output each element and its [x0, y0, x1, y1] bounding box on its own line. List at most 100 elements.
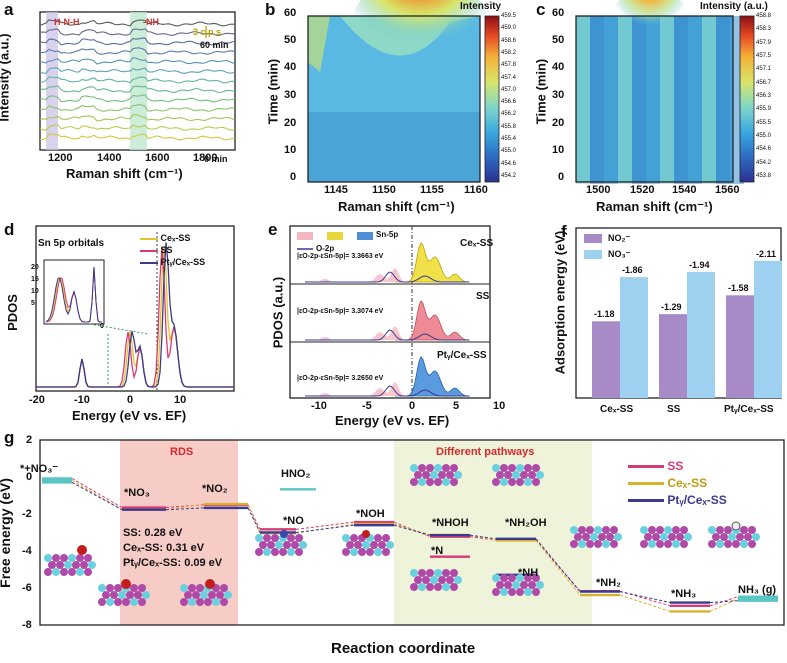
- heat-cell: [632, 172, 646, 178]
- heat-cell: [716, 178, 730, 184]
- slab-atom: [130, 584, 138, 592]
- pdos-fill-o: [305, 382, 412, 396]
- slab-atom: [594, 526, 602, 534]
- slab-atom: [648, 540, 656, 548]
- heat-cell: [730, 64, 744, 70]
- heat-cell: [716, 172, 730, 178]
- a-ylabel: Intensity (a.u.): [0, 33, 12, 122]
- bar-value-label: -1.86: [622, 265, 643, 276]
- heat-cell: [702, 154, 716, 160]
- d-xtick: -20: [29, 394, 45, 406]
- rds-val-ss: SS: 0.28 eV: [123, 527, 183, 539]
- spectrum-line: [39, 19, 236, 27]
- heat-cell: [660, 70, 674, 76]
- slab-atom: [598, 533, 606, 541]
- heat-cell: [688, 88, 702, 94]
- energy-connector: [247, 507, 261, 533]
- g-ytick: 2: [26, 434, 33, 446]
- heat-cell: [660, 94, 674, 100]
- heat-cell: [702, 22, 716, 28]
- slab-atom: [524, 464, 532, 472]
- cbar-tick: 457.1: [756, 66, 772, 73]
- slab-atom: [664, 526, 672, 534]
- slab-atom: [422, 471, 430, 479]
- heat-cell: [702, 142, 716, 148]
- d-xtick: 10: [174, 394, 187, 406]
- heat-cell: [660, 172, 674, 178]
- a-xtick: 1200: [48, 152, 73, 164]
- heat-cell: [646, 76, 660, 82]
- slab-atom: [532, 574, 540, 582]
- slab-atom: [610, 540, 618, 548]
- time-top: 60 min: [200, 40, 229, 50]
- heat-cell: [590, 76, 604, 82]
- heat-cell: [702, 112, 716, 118]
- heat-cell: [688, 154, 702, 160]
- slab-atom: [188, 598, 196, 606]
- heat-cell: [618, 142, 632, 148]
- heat-cell: [716, 100, 730, 106]
- slab-atom: [524, 588, 532, 596]
- heat-cell: [576, 154, 590, 160]
- heat-cell: [632, 154, 646, 160]
- heat-cell: [646, 136, 660, 142]
- slab-atom: [410, 583, 418, 591]
- heat-cell: [576, 76, 590, 82]
- energy-connector: [619, 591, 671, 604]
- c-xtick: 1560: [715, 184, 740, 196]
- heat-cell: [702, 52, 716, 58]
- heat-cell: [730, 106, 744, 112]
- heat-cell: [604, 70, 618, 76]
- slab-atom: [748, 526, 756, 534]
- heat-cell: [730, 16, 744, 22]
- slab-atom: [532, 478, 540, 486]
- energy-connector: [469, 534, 497, 540]
- adsorption-bar-chart: [575, 227, 782, 399]
- b-cbar-title: Intensity: [460, 1, 502, 12]
- d-legend: Ceₓ-SS SS Ptᵧ/Ceₓ-SS: [140, 232, 205, 268]
- g-xlabel: Reaction coordinate: [331, 640, 476, 657]
- heat-cell: [688, 64, 702, 70]
- heat-cell: [590, 118, 604, 124]
- slab-atom: [299, 541, 307, 549]
- slab-atom: [263, 548, 271, 556]
- heat-cell: [590, 82, 604, 88]
- heat-cell: [716, 142, 730, 148]
- c-ytick: 50: [552, 34, 565, 46]
- g-legend-cex: Ceₓ-SS: [667, 476, 708, 490]
- heat-cell: [660, 64, 674, 70]
- ann-hnh: H-N-H: [54, 17, 80, 27]
- heat-cell: [590, 160, 604, 166]
- heat-cell: [604, 130, 618, 136]
- raman-stack-plot: [39, 11, 236, 151]
- heat-cell: [674, 136, 688, 142]
- heat-cell: [716, 76, 730, 82]
- slab-atom: [716, 540, 724, 548]
- heat-cell: [674, 76, 688, 82]
- energy-connector: [71, 481, 123, 511]
- slab-atom: [204, 598, 212, 606]
- heat-cell: [730, 22, 744, 28]
- heat-cell: [716, 34, 730, 40]
- b-xtick: 1155: [420, 184, 444, 196]
- heat-cell: [674, 130, 688, 136]
- heat-cell: [674, 82, 688, 88]
- c-ytick: 10: [552, 144, 565, 156]
- heat-cell: [660, 100, 674, 106]
- energy-connector: [71, 479, 123, 510]
- heat-cell: [576, 160, 590, 166]
- pdos-line-o2p: [305, 271, 469, 283]
- heat-cell: [646, 64, 660, 70]
- heat-cell: [618, 160, 632, 166]
- slab-atom: [60, 568, 68, 576]
- energy-connector: [393, 524, 431, 536]
- d-inset-xtick: 0: [100, 323, 104, 330]
- slab-atom: [520, 471, 528, 479]
- heat-cell: [576, 34, 590, 40]
- heat-cell: [618, 178, 632, 184]
- heat-cell: [576, 28, 590, 34]
- slab-atom: [434, 583, 442, 591]
- heat-cell: [646, 100, 660, 106]
- slab-atom: [712, 533, 720, 541]
- slab-atom: [342, 548, 350, 556]
